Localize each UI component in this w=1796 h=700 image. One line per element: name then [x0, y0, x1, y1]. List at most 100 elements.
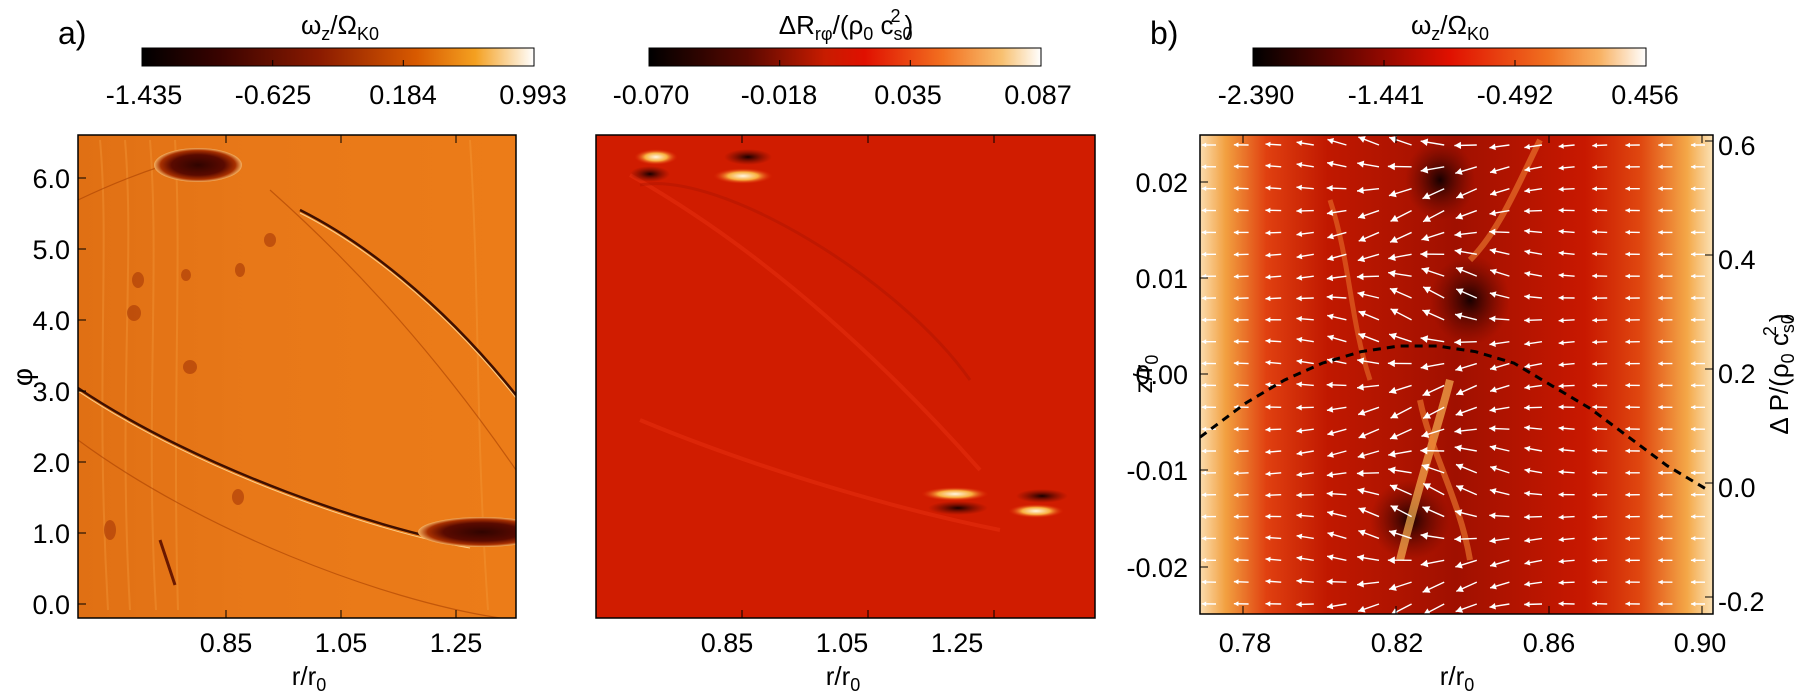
- velocity-arrow-head: [1524, 580, 1531, 587]
- velocity-arrow-head: [1233, 185, 1239, 191]
- velocity-arrow-head: [1455, 167, 1463, 175]
- colorbar-a2-ticks: [648, 60, 1042, 66]
- velocity-arrow-head: [1358, 431, 1367, 439]
- velocity-arrow-head: [1326, 209, 1334, 216]
- velocity-arrow-head: [1201, 557, 1207, 563]
- y-tick-label: 0.01: [1135, 264, 1188, 294]
- velocity-arrow-head: [1201, 535, 1207, 541]
- velocity-arrow-head: [1201, 317, 1207, 323]
- velocity-arrow-head: [1387, 556, 1395, 565]
- velocity-arrow-head: [1265, 492, 1271, 498]
- velocity-arrow-head: [1524, 208, 1530, 214]
- velocity-arrow-head: [1389, 287, 1398, 295]
- velocity-arrow-head: [1326, 184, 1333, 192]
- x-tick-label: 1.25: [931, 628, 984, 658]
- velocity-arrow-head: [1489, 444, 1497, 451]
- velocity-arrow-head: [1296, 208, 1302, 214]
- y-tick-label: 4.0: [32, 306, 70, 336]
- velocity-arrow-head: [1558, 317, 1564, 324]
- velocity-arrow-head: [1524, 317, 1530, 324]
- velocity-arrow-head: [1658, 295, 1663, 301]
- velocity-arrow-head: [1420, 166, 1429, 174]
- velocity-arrow-head: [1625, 579, 1630, 585]
- velocity-arrow-head: [1592, 186, 1597, 192]
- velocity-arrow-head: [1358, 235, 1367, 242]
- velocity-arrow-head: [1524, 445, 1531, 452]
- colorbar-a1-tick: -1.435: [106, 80, 183, 110]
- velocity-arrow-head: [1454, 248, 1462, 256]
- velocity-arrow-head: [1658, 361, 1663, 366]
- velocity-arrow-head: [1265, 426, 1271, 433]
- velocity-arrow-head: [1423, 215, 1432, 222]
- velocity-arrow-head: [1423, 286, 1432, 294]
- velocity-arrow-head: [1201, 339, 1207, 345]
- velocity-arrow-head: [1690, 448, 1696, 454]
- colorbar-a1-ticks: [141, 60, 535, 66]
- velocity-arrow-head: [1233, 426, 1239, 432]
- velocity-arrow-head: [1296, 253, 1303, 260]
- heatmap-a1: [78, 135, 516, 618]
- velocity-arrow-head: [1489, 512, 1496, 519]
- velocity-arrow-head: [1625, 186, 1630, 192]
- velocity-arrow-head: [1421, 233, 1430, 242]
- velocity-arrow-head: [1421, 463, 1430, 471]
- velocity-arrow-head: [1625, 317, 1630, 323]
- y-tick-label: 0.00: [1135, 360, 1188, 390]
- velocity-arrow-head: [1489, 247, 1497, 255]
- velocity-arrow-head: [1625, 426, 1630, 432]
- velocity-arrow-head: [1456, 388, 1464, 396]
- velocity-arrow-head: [1265, 513, 1271, 520]
- velocity-arrow-head: [1357, 255, 1366, 263]
- velocity-arrow-head: [1233, 252, 1239, 258]
- velocity-arrow-head: [1524, 490, 1530, 497]
- velocity-arrow-head: [1296, 471, 1303, 478]
- axis-b-ylabel: z/r0: [1128, 355, 1162, 394]
- x-tick-label: 1.25: [430, 628, 483, 658]
- velocity-arrow-head: [1592, 317, 1598, 323]
- velocity-arrow-head: [1690, 492, 1696, 498]
- velocity-arrow-head: [1490, 268, 1497, 275]
- velocity-arrow-head: [1524, 271, 1531, 277]
- velocity-arrow-head: [1201, 382, 1207, 388]
- velocity-arrow-head: [1327, 160, 1334, 168]
- velocity-arrow-head: [1625, 404, 1630, 410]
- velocity-arrow-head: [1490, 189, 1497, 196]
- velocity-arrow-head: [1233, 535, 1239, 541]
- velocity-arrow-head: [1489, 537, 1496, 544]
- axis-b-ticks: [1200, 135, 1713, 614]
- velocity-arrow-head: [1489, 291, 1497, 298]
- velocity-arrow-head: [1201, 208, 1207, 213]
- velocity-arrow-head: [1558, 295, 1564, 301]
- colorbar-a1: [141, 47, 535, 67]
- velocity-arrow-head: [1558, 469, 1564, 475]
- velocity-arrow-head: [1357, 451, 1366, 459]
- velocity-arrow-head: [1423, 483, 1432, 491]
- velocity-arrow-head: [1420, 559, 1429, 568]
- velocity-arrow-head: [1625, 601, 1630, 607]
- velocity-arrow-head: [1201, 273, 1207, 279]
- velocity-arrow-head: [1387, 359, 1395, 368]
- velocity-arrow-head: [1658, 142, 1663, 148]
- velocity-arrow-head: [1592, 514, 1598, 520]
- colorbar-a1-tick: -0.625: [235, 80, 312, 110]
- velocity-arrow-head: [1265, 207, 1271, 213]
- velocity-arrow-head: [1201, 448, 1207, 454]
- velocity-arrow-head: [1296, 381, 1302, 388]
- velocity-arrow-head: [1625, 229, 1630, 235]
- velocity-arrow-head: [1389, 484, 1398, 492]
- velocity-arrow-head: [1658, 186, 1663, 192]
- velocity-arrow-head: [1357, 290, 1365, 298]
- velocity-arrow-head: [1658, 339, 1663, 345]
- velocity-arrow-head: [1690, 383, 1696, 388]
- velocity-arrow-head: [1358, 212, 1366, 220]
- velocity-arrow-head: [1558, 447, 1564, 453]
- velocity-arrow-head: [1658, 382, 1663, 388]
- velocity-arrow-head: [1558, 536, 1564, 543]
- velocity-arrow-head: [1690, 186, 1696, 192]
- velocity-arrow-head: [1296, 231, 1303, 237]
- panel-label-a: a): [58, 15, 86, 51]
- velocity-arrow-head: [1658, 492, 1663, 498]
- x-tick-label: 0.85: [701, 628, 754, 658]
- velocity-arrow-head: [1390, 235, 1398, 243]
